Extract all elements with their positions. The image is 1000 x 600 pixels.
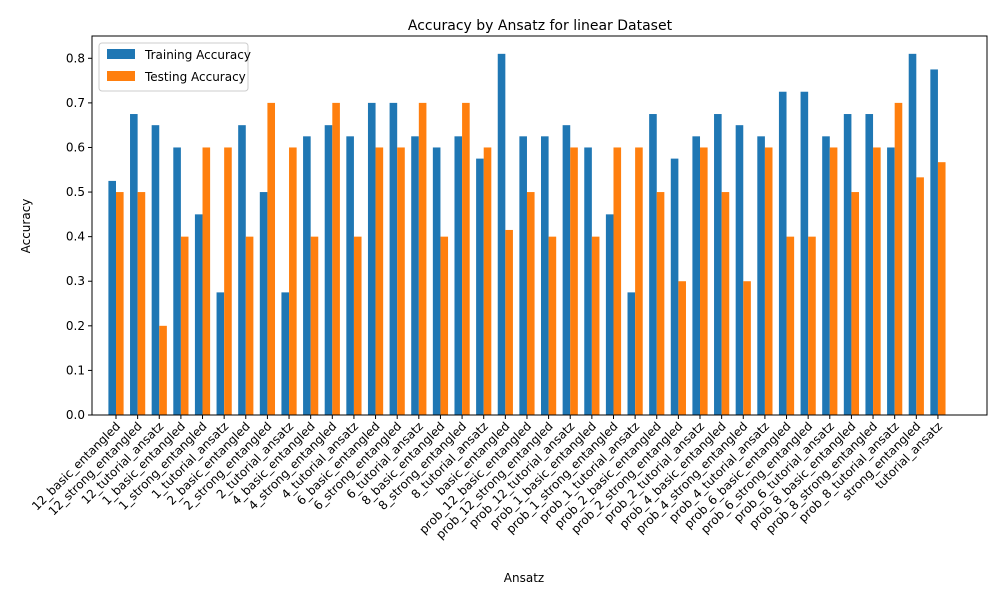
bar-testing-accuracy — [332, 102, 340, 415]
legend-swatch-training — [107, 49, 135, 59]
bar-testing-accuracy — [159, 325, 167, 415]
bar-training-accuracy — [432, 147, 441, 415]
bar-training-accuracy — [216, 292, 225, 415]
bar-training-accuracy — [259, 192, 268, 415]
bar-testing-accuracy — [289, 147, 297, 415]
bar-training-accuracy — [281, 292, 290, 415]
bar-testing-accuracy — [851, 192, 860, 415]
legend-label-testing: Testing Accuracy — [144, 70, 246, 84]
y-tick-label: 0.1 — [66, 363, 85, 377]
bar-testing-accuracy — [916, 177, 924, 415]
bar-training-accuracy — [130, 114, 138, 415]
bar-training-accuracy — [822, 136, 830, 415]
bar-training-accuracy — [238, 125, 246, 416]
bar-testing-accuracy — [548, 236, 557, 415]
bar-testing-accuracy — [397, 147, 405, 415]
bar-testing-accuracy — [829, 147, 838, 415]
bar-training-accuracy — [735, 125, 744, 416]
bar-training-accuracy — [800, 91, 809, 415]
bar-training-accuracy — [389, 102, 398, 415]
bar-training-accuracy — [411, 136, 419, 415]
bar-testing-accuracy — [894, 102, 903, 415]
bar-testing-accuracy — [591, 236, 600, 415]
bar-testing-accuracy — [224, 147, 232, 415]
y-tick-label: 0.3 — [66, 274, 85, 288]
bar-training-accuracy — [303, 136, 311, 415]
bar-training-accuracy — [194, 214, 203, 415]
legend-swatch-testing — [107, 71, 135, 81]
y-tick-label: 0.5 — [66, 185, 85, 199]
bar-testing-accuracy — [635, 147, 643, 415]
bar-training-accuracy — [562, 125, 571, 416]
bar-training-accuracy — [930, 69, 938, 416]
bar-testing-accuracy — [245, 236, 254, 415]
bar-testing-accuracy — [180, 236, 189, 415]
bar-testing-accuracy — [937, 162, 946, 415]
bar-testing-accuracy — [808, 236, 816, 415]
y-axis-title: Accuracy — [19, 199, 33, 254]
bar-training-accuracy — [519, 136, 527, 415]
bar-testing-accuracy — [786, 236, 795, 415]
axes-frame — [91, 35, 988, 416]
bar-training-accuracy — [605, 214, 614, 415]
bar-testing-accuracy — [743, 281, 751, 415]
bar-training-accuracy — [346, 136, 354, 415]
bar-testing-accuracy — [375, 147, 384, 415]
bar-testing-accuracy — [137, 192, 146, 415]
bar-testing-accuracy — [570, 147, 578, 415]
bar-training-accuracy — [778, 91, 787, 415]
bar-training-accuracy — [108, 180, 116, 415]
bar-training-accuracy — [454, 136, 463, 415]
legend: Training Accuracy Testing Accuracy — [98, 42, 251, 92]
bar-training-accuracy — [714, 114, 722, 415]
bar-training-accuracy — [173, 147, 181, 415]
y-tick-label: 0.4 — [66, 230, 85, 244]
y-tick-label: 0.0 — [66, 408, 85, 422]
bar-training-accuracy — [757, 136, 765, 415]
y-tick-label: 0.7 — [66, 96, 85, 110]
bar-testing-accuracy — [418, 102, 427, 415]
bar-training-accuracy — [627, 292, 636, 415]
bar-testing-accuracy — [202, 147, 211, 415]
bar-training-accuracy — [476, 158, 484, 415]
bar-testing-accuracy — [505, 229, 513, 415]
bar-testing-accuracy — [764, 147, 773, 415]
x-axis-title: Ansatz — [504, 571, 544, 585]
bar-testing-accuracy — [116, 192, 124, 415]
bar-training-accuracy — [843, 114, 852, 415]
bar-training-accuracy — [151, 125, 160, 416]
legend-frame — [98, 42, 249, 92]
bar-training-accuracy — [584, 147, 592, 415]
bar-training-accuracy — [541, 136, 549, 415]
bar-testing-accuracy — [267, 102, 276, 415]
bar-testing-accuracy — [440, 236, 449, 415]
bar-training-accuracy — [887, 147, 895, 415]
y-tick-label: 0.2 — [66, 319, 85, 333]
y-tick-label: 0.8 — [66, 51, 85, 65]
bar-training-accuracy — [497, 53, 506, 415]
bar-training-accuracy — [692, 136, 701, 415]
bar-training-accuracy — [865, 114, 874, 415]
bar-testing-accuracy — [656, 192, 665, 415]
chart-title: Accuracy by Ansatz for linear Dataset — [408, 18, 673, 34]
bar-training-accuracy — [908, 53, 917, 415]
bar-testing-accuracy — [613, 147, 622, 415]
y-tick-label: 0.6 — [66, 140, 85, 154]
bar-testing-accuracy — [310, 236, 319, 415]
legend-label-training: Training Accuracy — [144, 48, 251, 62]
bar-testing-accuracy — [353, 236, 362, 415]
bar-testing-accuracy — [721, 192, 730, 415]
bar-testing-accuracy — [700, 147, 708, 415]
plot-area: 0.00.10.20.30.40.50.60.70.812_basic_enta… — [29, 51, 946, 542]
bar-testing-accuracy — [873, 147, 881, 415]
bar-testing-accuracy — [462, 102, 470, 415]
bar-testing-accuracy — [483, 147, 492, 415]
bar-testing-accuracy — [526, 192, 535, 415]
bar-training-accuracy — [324, 125, 333, 416]
bar-training-accuracy — [649, 114, 657, 415]
bar-training-accuracy — [367, 102, 376, 415]
bar-testing-accuracy — [678, 281, 686, 415]
bar-training-accuracy — [670, 158, 679, 415]
